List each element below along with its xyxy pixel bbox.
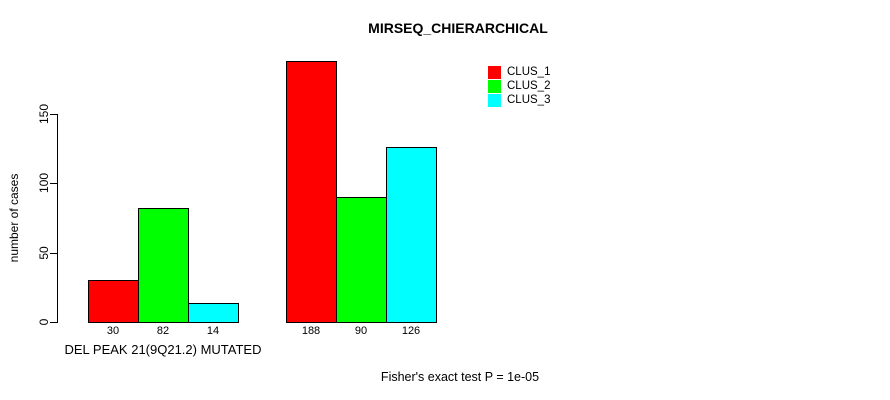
- bar-clus_2-group1: [138, 208, 189, 323]
- legend-swatch-icon: [488, 65, 501, 79]
- legend-item-clus_2: CLUS_2: [488, 79, 550, 93]
- y-tick-mark: [50, 183, 57, 185]
- chart-title: MIRSEQ_CHIERARCHICAL: [368, 20, 548, 36]
- bar-value-label: 90: [354, 325, 368, 337]
- legend-item-clus_3: CLUS_3: [488, 93, 550, 107]
- footnote-text: Fisher's exact test P = 1e-05: [380, 370, 540, 384]
- bar-value-label: 30: [106, 325, 120, 337]
- bar-clus_1-group1: [88, 280, 139, 323]
- x-axis-group-label: DEL PEAK 21(9Q21.2) MUTATED: [64, 342, 262, 357]
- bar-value-label: 82: [156, 325, 170, 337]
- bar-clus_2-group2: [336, 197, 387, 323]
- legend-swatch-icon: [488, 93, 501, 107]
- legend-item-clus_1: CLUS_1: [488, 65, 550, 79]
- legend-label: CLUS_2: [507, 80, 551, 92]
- legend-label: CLUS_1: [507, 66, 551, 78]
- bar-value-label: 126: [401, 325, 421, 337]
- y-axis-label: number of cases: [7, 173, 21, 263]
- bar-value-label: 14: [206, 325, 220, 337]
- bar-clus_3-group1: [188, 302, 239, 323]
- y-tick-mark: [50, 114, 57, 115]
- y-tick-label: 50: [37, 245, 51, 260]
- y-tick-mark: [50, 322, 57, 323]
- legend: CLUS_1 CLUS_2 CLUS_3: [488, 65, 550, 107]
- y-axis-line: [57, 114, 58, 323]
- bar-value-label: 188: [301, 325, 321, 337]
- bar-clus_1-group2: [286, 61, 337, 323]
- bar-clus_3-group2: [386, 147, 437, 323]
- y-tick-label: 100: [37, 173, 51, 194]
- y-tick-label: 0: [37, 318, 51, 326]
- legend-swatch-icon: [488, 79, 501, 93]
- legend-label: CLUS_3: [507, 94, 551, 106]
- y-tick-label: 150: [37, 103, 51, 125]
- y-tick-mark: [50, 252, 57, 254]
